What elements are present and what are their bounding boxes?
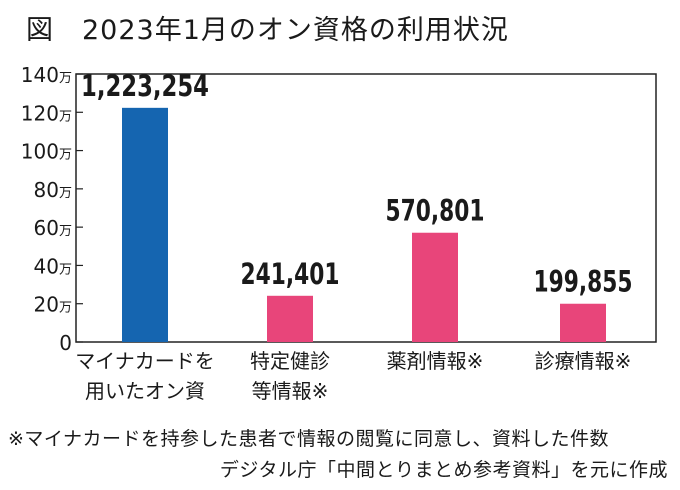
y-tick-label: 120万 bbox=[21, 101, 72, 125]
bar bbox=[560, 303, 606, 342]
bar-value-label: 1,223,254 bbox=[81, 69, 209, 103]
bar-value-label: 199,855 bbox=[534, 265, 633, 299]
footnote: ※マイナカードを持参した患者で情報の閲覧に同意し、資料した件数 bbox=[8, 428, 610, 450]
source-credit: デジタル庁「中間とりまとめ参考資料」を元に作成 bbox=[219, 459, 668, 481]
bar bbox=[122, 107, 168, 343]
y-tick-label: 60万 bbox=[34, 216, 72, 240]
category-label: 薬剤情報※ bbox=[387, 349, 484, 373]
y-tick-label: 80万 bbox=[34, 178, 72, 202]
bar bbox=[267, 295, 313, 342]
category-label: 診療情報※ bbox=[535, 349, 632, 373]
category-label: 用いたオン資 bbox=[85, 379, 205, 403]
category-label: 等情報※ bbox=[252, 379, 329, 403]
y-tick-label: 0 bbox=[59, 331, 72, 355]
bar-value-label: 241,401 bbox=[241, 257, 340, 291]
bar-value-label: 570,801 bbox=[386, 194, 485, 228]
category-label: マイナカードを bbox=[75, 349, 215, 373]
y-tick-label: 140万 bbox=[21, 63, 72, 87]
y-tick-label: 40万 bbox=[34, 254, 72, 278]
chart-title: 図 2023年1月のオン資格の利用状況 bbox=[26, 15, 509, 46]
category-label: 特定健診 bbox=[250, 349, 330, 373]
plot-frame bbox=[75, 73, 657, 343]
bar bbox=[412, 232, 458, 342]
y-tick-label: 100万 bbox=[21, 140, 72, 164]
y-tick-label: 20万 bbox=[34, 293, 72, 317]
